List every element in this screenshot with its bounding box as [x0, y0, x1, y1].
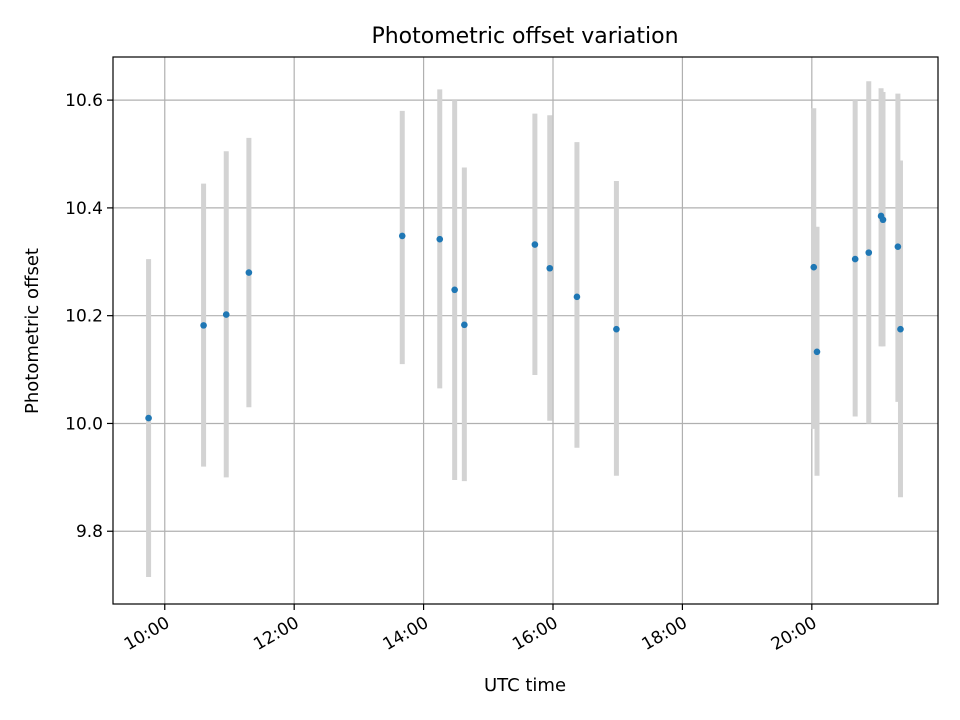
x-tick-label: 18:00 — [638, 613, 690, 655]
data-point — [879, 216, 887, 224]
chart-title: Photometric offset variation — [371, 24, 678, 49]
data-point — [200, 322, 207, 329]
data-point — [461, 321, 468, 329]
x-tick-label: 12:00 — [250, 613, 302, 655]
x-tick-label: 16:00 — [509, 613, 561, 655]
data-point — [245, 269, 253, 276]
y-axis-label: Photometric offset — [22, 248, 43, 414]
data-point — [546, 264, 554, 272]
y-tick-label: 10.6 — [65, 91, 103, 111]
data-point — [398, 232, 406, 240]
data-point — [894, 243, 902, 250]
x-tick-label: 20:00 — [768, 613, 820, 655]
data-point — [613, 325, 620, 333]
data-point — [813, 348, 821, 356]
x-tick-label: 10:00 — [121, 613, 173, 655]
data-point — [145, 414, 152, 422]
y-tick-label: 9.8 — [76, 522, 103, 542]
y-tick-label: 10.2 — [65, 307, 103, 327]
data-point — [897, 325, 904, 333]
data-point — [451, 286, 458, 294]
data-point — [222, 311, 230, 318]
data-point — [436, 235, 444, 243]
data-point — [810, 263, 818, 271]
data-point — [531, 241, 539, 248]
point-layer — [145, 212, 904, 422]
data-point — [865, 249, 873, 256]
x-tick-label: 14:00 — [380, 613, 432, 655]
errorbar-layer — [146, 81, 903, 578]
plot-frame — [112, 56, 939, 605]
data-point — [573, 293, 581, 301]
y-tick-label: 10.4 — [65, 199, 103, 219]
tick-layer: 10:00 12:00 14:00 16:00 18:00 20:00 9.8 10.0 10.… — [65, 91, 820, 655]
data-point — [851, 255, 859, 263]
y-tick-label: 10.0 — [65, 414, 103, 434]
x-axis-label: UTC time — [484, 675, 566, 696]
